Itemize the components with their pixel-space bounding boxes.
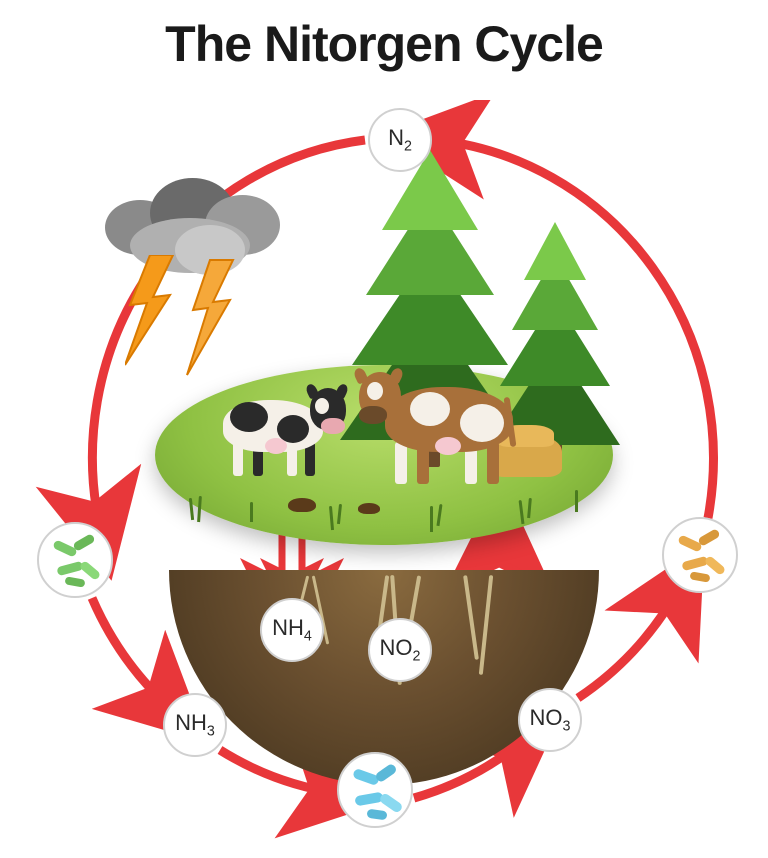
node-label: NH3 [175, 710, 215, 739]
lightning-icon [125, 255, 265, 395]
node-n2: N2 [368, 108, 432, 172]
cow-brown-white [355, 362, 525, 487]
page-title: The Nitorgen Cycle [0, 15, 768, 73]
node-label: NH4 [272, 615, 312, 644]
node-no2: NO2 [368, 618, 432, 682]
bacteria-orange-icon [662, 517, 738, 593]
bacteria-green-icon [37, 522, 113, 598]
node-nh4: NH4 [260, 598, 324, 662]
cow-black-white [215, 380, 345, 480]
node-label: NO2 [380, 635, 421, 664]
node-label: NO3 [530, 705, 571, 734]
manure [358, 503, 380, 514]
storm-cloud [95, 170, 295, 320]
node-nh3: NH3 [163, 693, 227, 757]
node-label: N2 [388, 125, 412, 154]
bacteria-blue-icon [337, 752, 413, 828]
diagram-stage: N2 NH4 NO2 NH3 NO3 [0, 100, 768, 858]
manure [288, 498, 316, 512]
node-no3: NO3 [518, 688, 582, 752]
